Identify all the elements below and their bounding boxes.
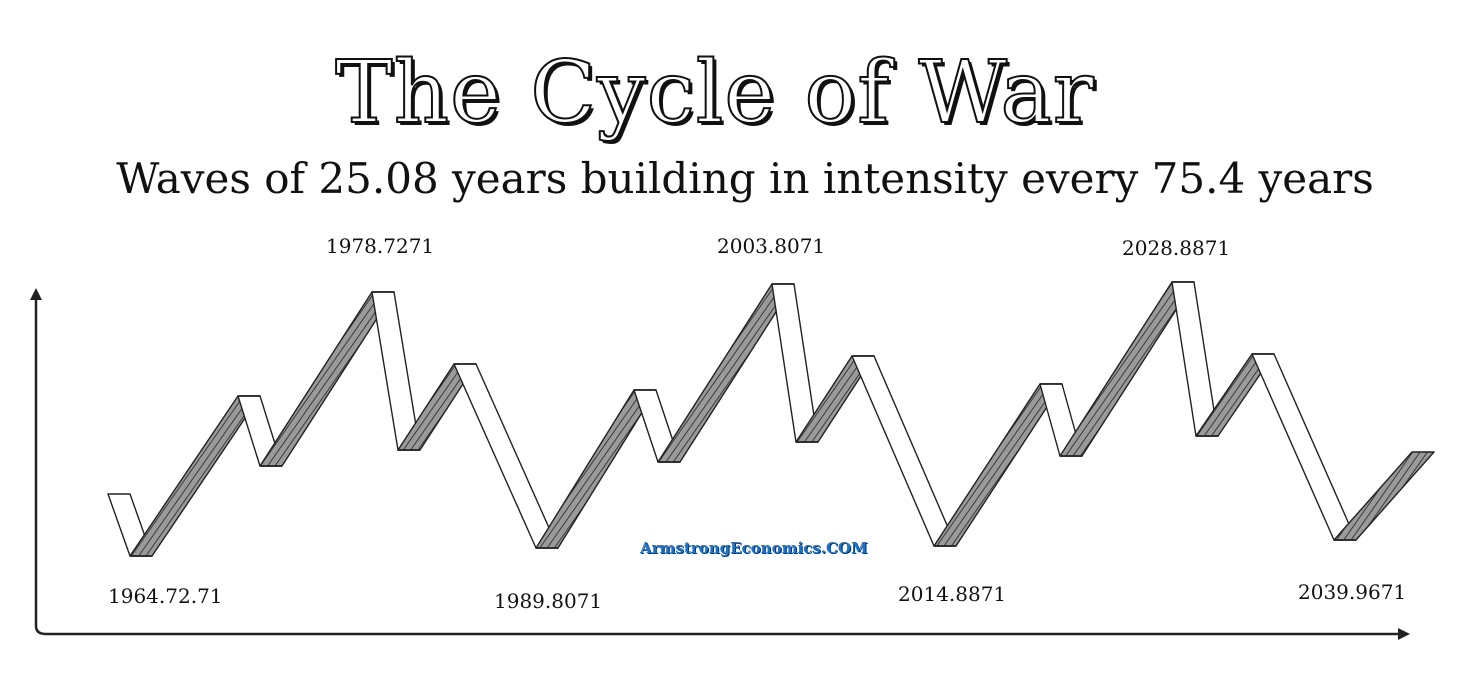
ribbon-upswing — [259, 291, 395, 467]
diagram-title: The Cycle of War — [334, 43, 1095, 143]
diagram-subtitle: Waves of 25.08 years building in intensi… — [116, 154, 1374, 203]
peak-label-3: 2028.8871 — [1122, 236, 1231, 260]
ribbon-downswing — [1251, 353, 1357, 541]
ribbon-downswing — [851, 355, 957, 547]
ribbon-upswing — [129, 395, 261, 557]
ribbon-upswing — [535, 389, 657, 549]
y-axis-arrow — [30, 288, 42, 300]
ribbon-upswing — [1059, 281, 1195, 457]
y-axis — [34, 298, 1400, 636]
ribbon-upswing — [933, 383, 1063, 547]
axes — [30, 288, 1410, 640]
trough-label-1: 1964.72.71 — [108, 584, 223, 608]
watermark: ArmstrongEconomics.COM — [640, 539, 868, 557]
ribbon-downswing — [453, 363, 559, 549]
peak-label-2: 2003.8071 — [717, 234, 826, 258]
x-axis-arrow — [1398, 628, 1410, 640]
peak-label-1: 1978.7271 — [326, 234, 435, 258]
trough-label-3: 2014.8871 — [898, 582, 1007, 606]
trough-label-2: 1989.8071 — [494, 589, 603, 613]
wave-ribbon — [107, 281, 1435, 557]
trough-label-4: 2039.9671 — [1298, 580, 1407, 604]
ribbon-upswing — [657, 283, 795, 463]
ribbon-upswing — [1333, 451, 1435, 541]
